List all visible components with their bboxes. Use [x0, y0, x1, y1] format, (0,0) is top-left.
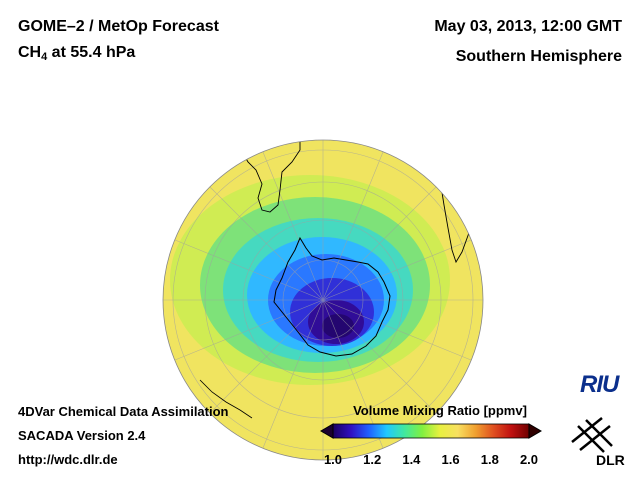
colorbar-tick-label: 1.4 [402, 452, 421, 467]
colorbar-tick-label: 1.0 [323, 452, 343, 467]
colorbar-underflow-arrow [320, 423, 334, 439]
website-link[interactable]: http://wdc.dlr.de [18, 452, 118, 467]
colorbar-overflow-arrow [528, 423, 542, 439]
assimilation-label: 4DVar Chemical Data Assimilation [18, 404, 229, 419]
dlr-logo-icon [571, 417, 613, 453]
version-label: SACADA Version 2.4 [18, 428, 146, 443]
forecast-date: May 03, 2013, 12:00 GMT [434, 18, 622, 35]
region-label: Southern Hemisphere [455, 48, 622, 65]
colorbar-tick-label: 1.6 [441, 452, 460, 467]
riu-logo: RIU [580, 371, 619, 398]
product-title: GOME–2 / MetOp Forecast [18, 18, 219, 35]
dlr-label: DLR [596, 452, 625, 468]
colorbar-tick-label: 1.8 [480, 452, 499, 467]
colorbar-tick-label: 2.0 [519, 452, 539, 467]
colorbar-gradient [332, 423, 530, 439]
species-level-label: CH4 at 55.4 hPa [18, 44, 136, 63]
colorbar-title: Volume Mixing Ratio [ppmv] [353, 403, 527, 418]
colorbar-tick-label: 1.2 [363, 452, 382, 467]
colorbar [320, 423, 542, 439]
